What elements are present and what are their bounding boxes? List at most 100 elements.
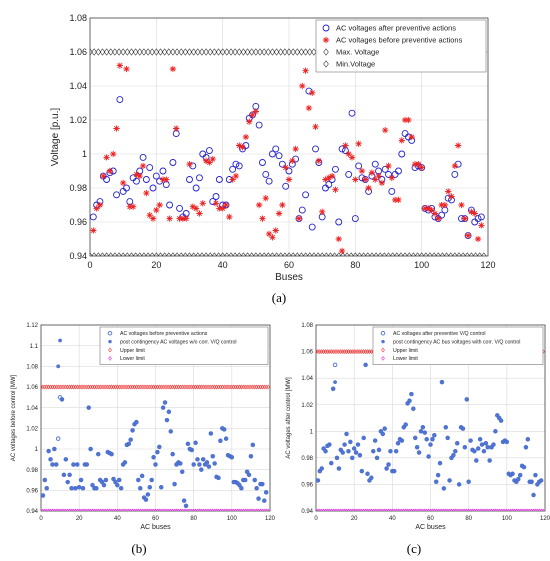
limit-marker (331, 252, 338, 256)
data-point (168, 429, 173, 434)
legend: AC voltages after preventive actions AC v… (315, 19, 487, 73)
x-tick-label: 100 (502, 516, 513, 522)
chart-panel-b: 0 20 40 60 80 100 120 0.94 0.96 0.98 1 1.02 1.04 1.06… (11, 323, 276, 531)
limit-marker (124, 252, 131, 256)
limit-marker (120, 48, 126, 56)
limit-marker (460, 252, 466, 256)
x-axis-label: Buses (275, 272, 303, 283)
limit-marker (398, 252, 404, 256)
legend-marker (381, 356, 385, 361)
data-point (96, 452, 101, 457)
data-point (438, 201, 445, 209)
data-point (499, 418, 504, 423)
data-point (461, 215, 468, 222)
data-point (438, 211, 446, 219)
series-group (41, 338, 270, 511)
data-point (192, 184, 200, 192)
limit-marker (389, 252, 396, 256)
limit-marker (414, 252, 421, 256)
data-point (182, 498, 187, 503)
legend-marker (108, 347, 112, 353)
data-point (195, 457, 200, 462)
limit-marker (472, 252, 479, 256)
data-point (345, 150, 352, 158)
limit-marker (161, 252, 168, 256)
data-point (436, 473, 441, 478)
series-2 (41, 384, 270, 390)
limit-marker (290, 48, 296, 56)
limit-marker (265, 252, 272, 256)
y-tick-label: 1.08 (26, 364, 38, 370)
data-point (373, 438, 378, 443)
y-tick-label: 0.96 (69, 217, 87, 227)
data-point (279, 201, 286, 209)
limit-marker (219, 48, 226, 56)
limit-marker (261, 252, 267, 256)
data-point (117, 478, 122, 482)
data-point (335, 235, 342, 243)
data-point (173, 125, 180, 132)
data-point (380, 432, 385, 436)
data-point (54, 462, 59, 467)
data-point (388, 449, 393, 454)
data-point (524, 445, 528, 450)
data-point (153, 462, 158, 467)
data-point (419, 429, 423, 434)
limit-marker (273, 252, 280, 256)
x-tick-label: 80 (350, 260, 360, 270)
data-point (197, 462, 202, 467)
data-point (100, 172, 107, 180)
limit-marker (323, 252, 330, 256)
x-tick-label: 0 (39, 516, 43, 522)
data-point (335, 455, 339, 460)
data-point (445, 188, 452, 195)
limit-marker (90, 252, 93, 256)
caption-a: (a) (272, 290, 286, 305)
data-point (295, 215, 303, 222)
x-tick-label: 100 (227, 516, 238, 522)
series-1 (90, 62, 485, 255)
series-3 (41, 508, 270, 511)
data-point (159, 485, 164, 490)
data-point (365, 184, 372, 192)
data-point (84, 462, 89, 467)
data-point (249, 454, 253, 459)
data-point (41, 493, 45, 498)
data-point (269, 234, 276, 241)
limit-marker (277, 48, 284, 56)
data-point (259, 159, 266, 166)
data-point (424, 437, 429, 442)
data-point (142, 176, 150, 183)
limit-marker (352, 252, 359, 256)
data-point (199, 200, 206, 207)
data-point (155, 450, 160, 454)
limit-marker (190, 252, 197, 256)
data-point (510, 471, 515, 476)
data-point (375, 455, 379, 460)
limit-marker (315, 252, 321, 256)
data-point (265, 177, 273, 185)
limit-marker (385, 252, 392, 256)
limit-marker (141, 252, 147, 256)
data-point (216, 476, 221, 480)
data-point (215, 176, 223, 183)
limit-marker (311, 48, 317, 56)
data-point (531, 493, 536, 497)
data-point (169, 65, 177, 73)
limit-marker (435, 252, 441, 256)
data-point (50, 462, 55, 467)
limit-marker (244, 48, 251, 56)
data-point (136, 172, 143, 180)
limit-marker (137, 48, 143, 56)
data-point (262, 195, 269, 202)
data-point (474, 215, 482, 223)
x-tick-label: 20 (76, 516, 83, 522)
data-point (448, 193, 455, 200)
data-point (176, 204, 184, 212)
data-point (163, 400, 167, 405)
limit-marker (103, 252, 110, 256)
data-point (123, 65, 130, 73)
data-point (159, 167, 167, 175)
limit-marker (195, 48, 201, 56)
limit-marker (356, 252, 363, 256)
